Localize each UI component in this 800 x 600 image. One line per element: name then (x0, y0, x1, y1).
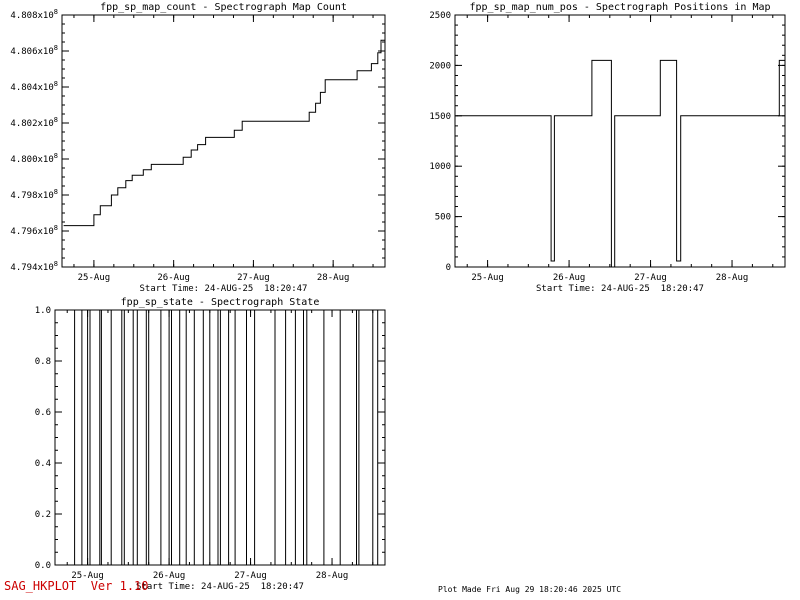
x-tick-label: 27-Aug (634, 273, 667, 283)
y-tick-label: 1500 (429, 112, 451, 122)
series-fpp_sp_state (55, 309, 385, 565)
x-axis-label: Start Time: 24-AUG-25 18:20:47 (136, 582, 304, 592)
plot-made-timestamp: Plot Made Fri Aug 29 18:20:46 2025 UTC (438, 585, 622, 594)
y-tick-label: 4.794x108 (10, 260, 58, 273)
series-fpp_sp_map_num_pos (456, 59, 785, 268)
x-tick-label: 26-Aug (153, 571, 186, 581)
chart-title: fpp_sp_state - Spectrograph State (121, 297, 320, 308)
y-tick-label: 2000 (429, 61, 451, 71)
x-tick-label: 25-Aug (471, 273, 504, 283)
x-tick-label: 25-Aug (71, 571, 104, 581)
y-tick-label: 0.2 (35, 510, 51, 520)
y-tick-label: 4.802x108 (10, 116, 58, 129)
x-tick-label: 28-Aug (316, 571, 349, 581)
y-tick-label: 4.796x108 (10, 224, 58, 237)
chart-fpp_sp_map_num_pos: 25-Aug 26-Aug 27-Aug 28-Aug 0 500 1000 1500 2000… (429, 2, 786, 294)
chart-fpp_sp_state: 25-Aug 26-Aug 27-Aug 28-Aug 0.0 0.2 0.4 0.6 0.8 1… (35, 297, 386, 592)
y-tick-label: 0.6 (35, 408, 51, 418)
y-tick-label: 1.0 (35, 306, 51, 316)
y-tick-label: 0.0 (35, 561, 51, 571)
plot-frame (61, 14, 386, 268)
x-axis-label: Start Time: 24-AUG-25 18:20:47 (140, 284, 308, 294)
app-version-label: SAG_HKPLOT Ver 1.10 (4, 579, 149, 593)
x-tick-label: 26-Aug (553, 273, 586, 283)
y-tick-label: 4.806x108 (10, 44, 58, 57)
y-tick-label: 1000 (429, 162, 451, 172)
y-tick-label: 4.808x108 (10, 8, 58, 21)
y-tick-label: 4.798x108 (10, 188, 58, 201)
y-tick-label: 0.4 (35, 459, 51, 469)
x-tick-label: 25-Aug (78, 273, 111, 283)
y-tick-label: 0 (446, 263, 451, 273)
chart-title: fpp_sp_map_count - Spectrograph Map Coun… (100, 2, 347, 13)
series-fpp_sp_map_count (63, 39, 385, 227)
plot-frame (454, 14, 786, 268)
y-tick-label: 2500 (429, 11, 451, 21)
x-axis-label: Start Time: 24-AUG-25 18:20:47 (536, 284, 704, 294)
x-tick-label: 27-Aug (234, 571, 267, 581)
chart-title: fpp_sp_map_num_pos - Spectrograph Positi… (469, 2, 770, 13)
y-tick-label: 4.800x108 (10, 152, 58, 165)
y-tick-label: 500 (435, 213, 451, 223)
x-tick-label: 26-Aug (157, 273, 190, 283)
x-tick-label: 28-Aug (317, 273, 350, 283)
x-tick-label: 27-Aug (237, 273, 270, 283)
x-tick-label: 28-Aug (716, 273, 749, 283)
chart-fpp_sp_map_count: 25-Aug 26-Aug 27-Aug 28-Aug 4.794x108 4.796x1… (10, 2, 386, 294)
y-tick-label: 0.8 (35, 357, 51, 367)
y-tick-label: 4.804x108 (10, 80, 58, 93)
